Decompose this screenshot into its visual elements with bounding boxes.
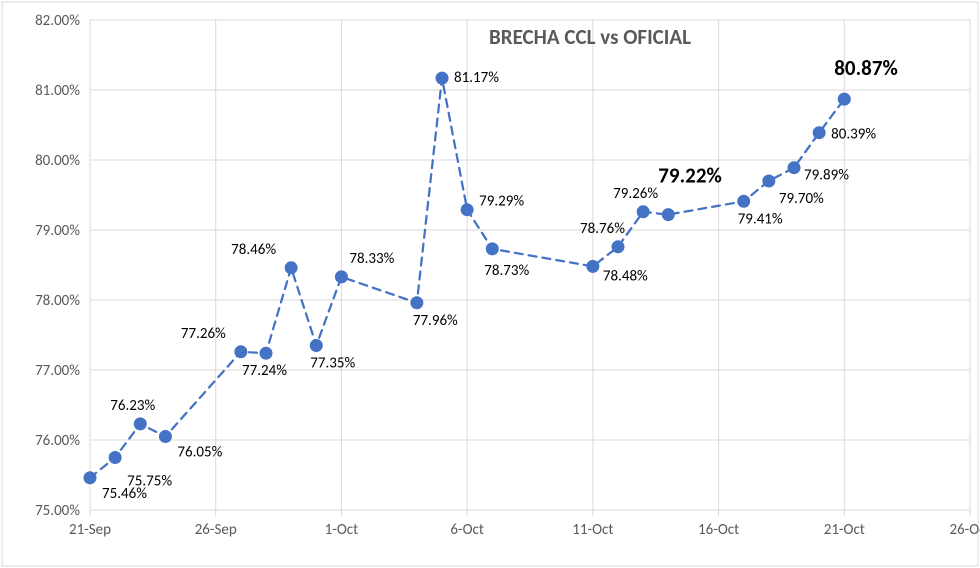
data-marker <box>411 297 423 309</box>
x-axis-tick-label: 21-Oct <box>824 521 865 539</box>
y-axis-tick-label: 80.00% <box>35 152 80 170</box>
x-axis-tick-label: 21-Sep <box>69 521 111 539</box>
data-label: 79.70% <box>779 190 824 208</box>
y-axis-tick-label: 82.00% <box>35 12 80 30</box>
data-label: 78.73% <box>484 262 529 280</box>
x-axis-tick-label: 1-Oct <box>325 521 359 539</box>
data-marker <box>310 340 322 352</box>
data-marker <box>637 206 649 218</box>
data-label: 77.24% <box>242 362 287 380</box>
data-marker <box>763 175 775 187</box>
data-label: 76.05% <box>177 444 222 462</box>
data-marker <box>788 162 800 174</box>
data-label: 78.33% <box>349 250 394 268</box>
data-marker <box>285 262 297 274</box>
data-marker <box>335 271 347 283</box>
data-marker <box>260 347 272 359</box>
data-marker <box>109 452 121 464</box>
data-label-emphasis: 79.22% <box>658 163 722 189</box>
data-label: 78.48% <box>603 267 648 285</box>
chart-svg: 75.00% 76.00% 77.00% 78.00% 79.00% 80.00% 81.0… <box>0 0 980 568</box>
y-axis-tick-label: 79.00% <box>35 222 80 240</box>
x-axis-tick-label: 11-Oct <box>572 521 613 539</box>
data-marker <box>662 209 674 221</box>
data-marker <box>134 418 146 430</box>
data-marker <box>813 127 825 139</box>
data-marker <box>235 346 247 358</box>
data-label: 75.75% <box>127 473 172 491</box>
data-label: 77.96% <box>413 312 458 330</box>
plot-area <box>90 20 970 510</box>
data-marker <box>612 241 624 253</box>
data-marker <box>461 204 473 216</box>
data-label-emphasis: 80.87% <box>834 55 898 81</box>
data-label: 79.89% <box>804 167 849 185</box>
data-label: 80.39% <box>831 126 876 144</box>
chart-title: BRECHA CCL vs OFICIAL <box>489 24 691 50</box>
data-marker <box>838 93 850 105</box>
x-axis-tick-label: 26-Oct <box>949 521 980 539</box>
data-label: 81.17% <box>454 69 499 87</box>
data-label: 77.35% <box>310 355 355 373</box>
y-axis-tick-label: 76.00% <box>35 432 80 450</box>
y-axis-tick-label: 78.00% <box>35 292 80 310</box>
y-axis-tick-label: 77.00% <box>35 362 80 380</box>
data-label: 79.29% <box>479 193 524 211</box>
data-label: 77.26% <box>181 325 226 343</box>
data-marker <box>587 260 599 272</box>
data-marker <box>84 472 96 484</box>
data-marker <box>159 431 171 443</box>
data-marker <box>486 243 498 255</box>
y-axis-tick-label: 75.00% <box>35 502 80 520</box>
x-axis-tick-label: 6-Oct <box>450 521 484 539</box>
data-label: 78.46% <box>231 241 276 259</box>
data-label: 79.26% <box>613 185 658 203</box>
x-axis-tick-label: 26-Sep <box>195 521 237 539</box>
chart-container: 75.00% 76.00% 77.00% 78.00% 79.00% 80.00% 81.0… <box>0 0 980 568</box>
data-marker <box>436 72 448 84</box>
data-marker <box>738 195 750 207</box>
x-axis-tick-label: 16-Oct <box>698 521 739 539</box>
data-label: 79.41% <box>738 210 783 228</box>
data-label: 76.23% <box>110 397 155 415</box>
y-axis-tick-label: 81.00% <box>35 82 80 100</box>
data-label: 78.76% <box>580 220 625 238</box>
